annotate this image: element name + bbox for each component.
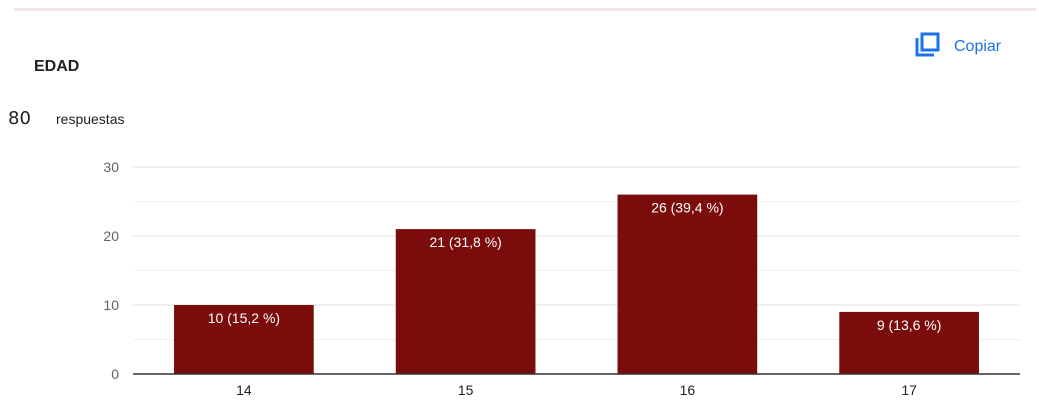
data-label: 9 (13,6 %): [877, 317, 942, 333]
data-label: 10 (15,2 %): [208, 310, 280, 326]
y-tick-label: 0: [111, 366, 119, 382]
bar: [839, 311, 979, 374]
copy-button[interactable]: Copiar: [914, 32, 1002, 63]
x-tick-label: 14: [236, 382, 252, 398]
y-tick-label: 20: [103, 228, 119, 244]
x-tick-label: 16: [680, 382, 696, 398]
data-label: 21 (31,8 %): [429, 234, 501, 250]
bar: [617, 194, 758, 374]
copy-label: Copiar: [954, 38, 1002, 55]
y-tick-label: 30: [103, 159, 119, 175]
bar: [174, 305, 314, 374]
top-divider: [14, 8, 1036, 11]
bar: [395, 229, 536, 374]
copy-icon: [914, 32, 940, 63]
data-label: 26 (39,4 %): [651, 200, 723, 216]
response-label: respuestas: [56, 111, 125, 127]
question-title: EDAD: [34, 58, 80, 75]
x-tick-label: 17: [901, 382, 917, 398]
response-count: 80: [8, 108, 31, 129]
x-tick-label: 15: [458, 382, 474, 398]
y-tick-label: 10: [103, 297, 119, 313]
